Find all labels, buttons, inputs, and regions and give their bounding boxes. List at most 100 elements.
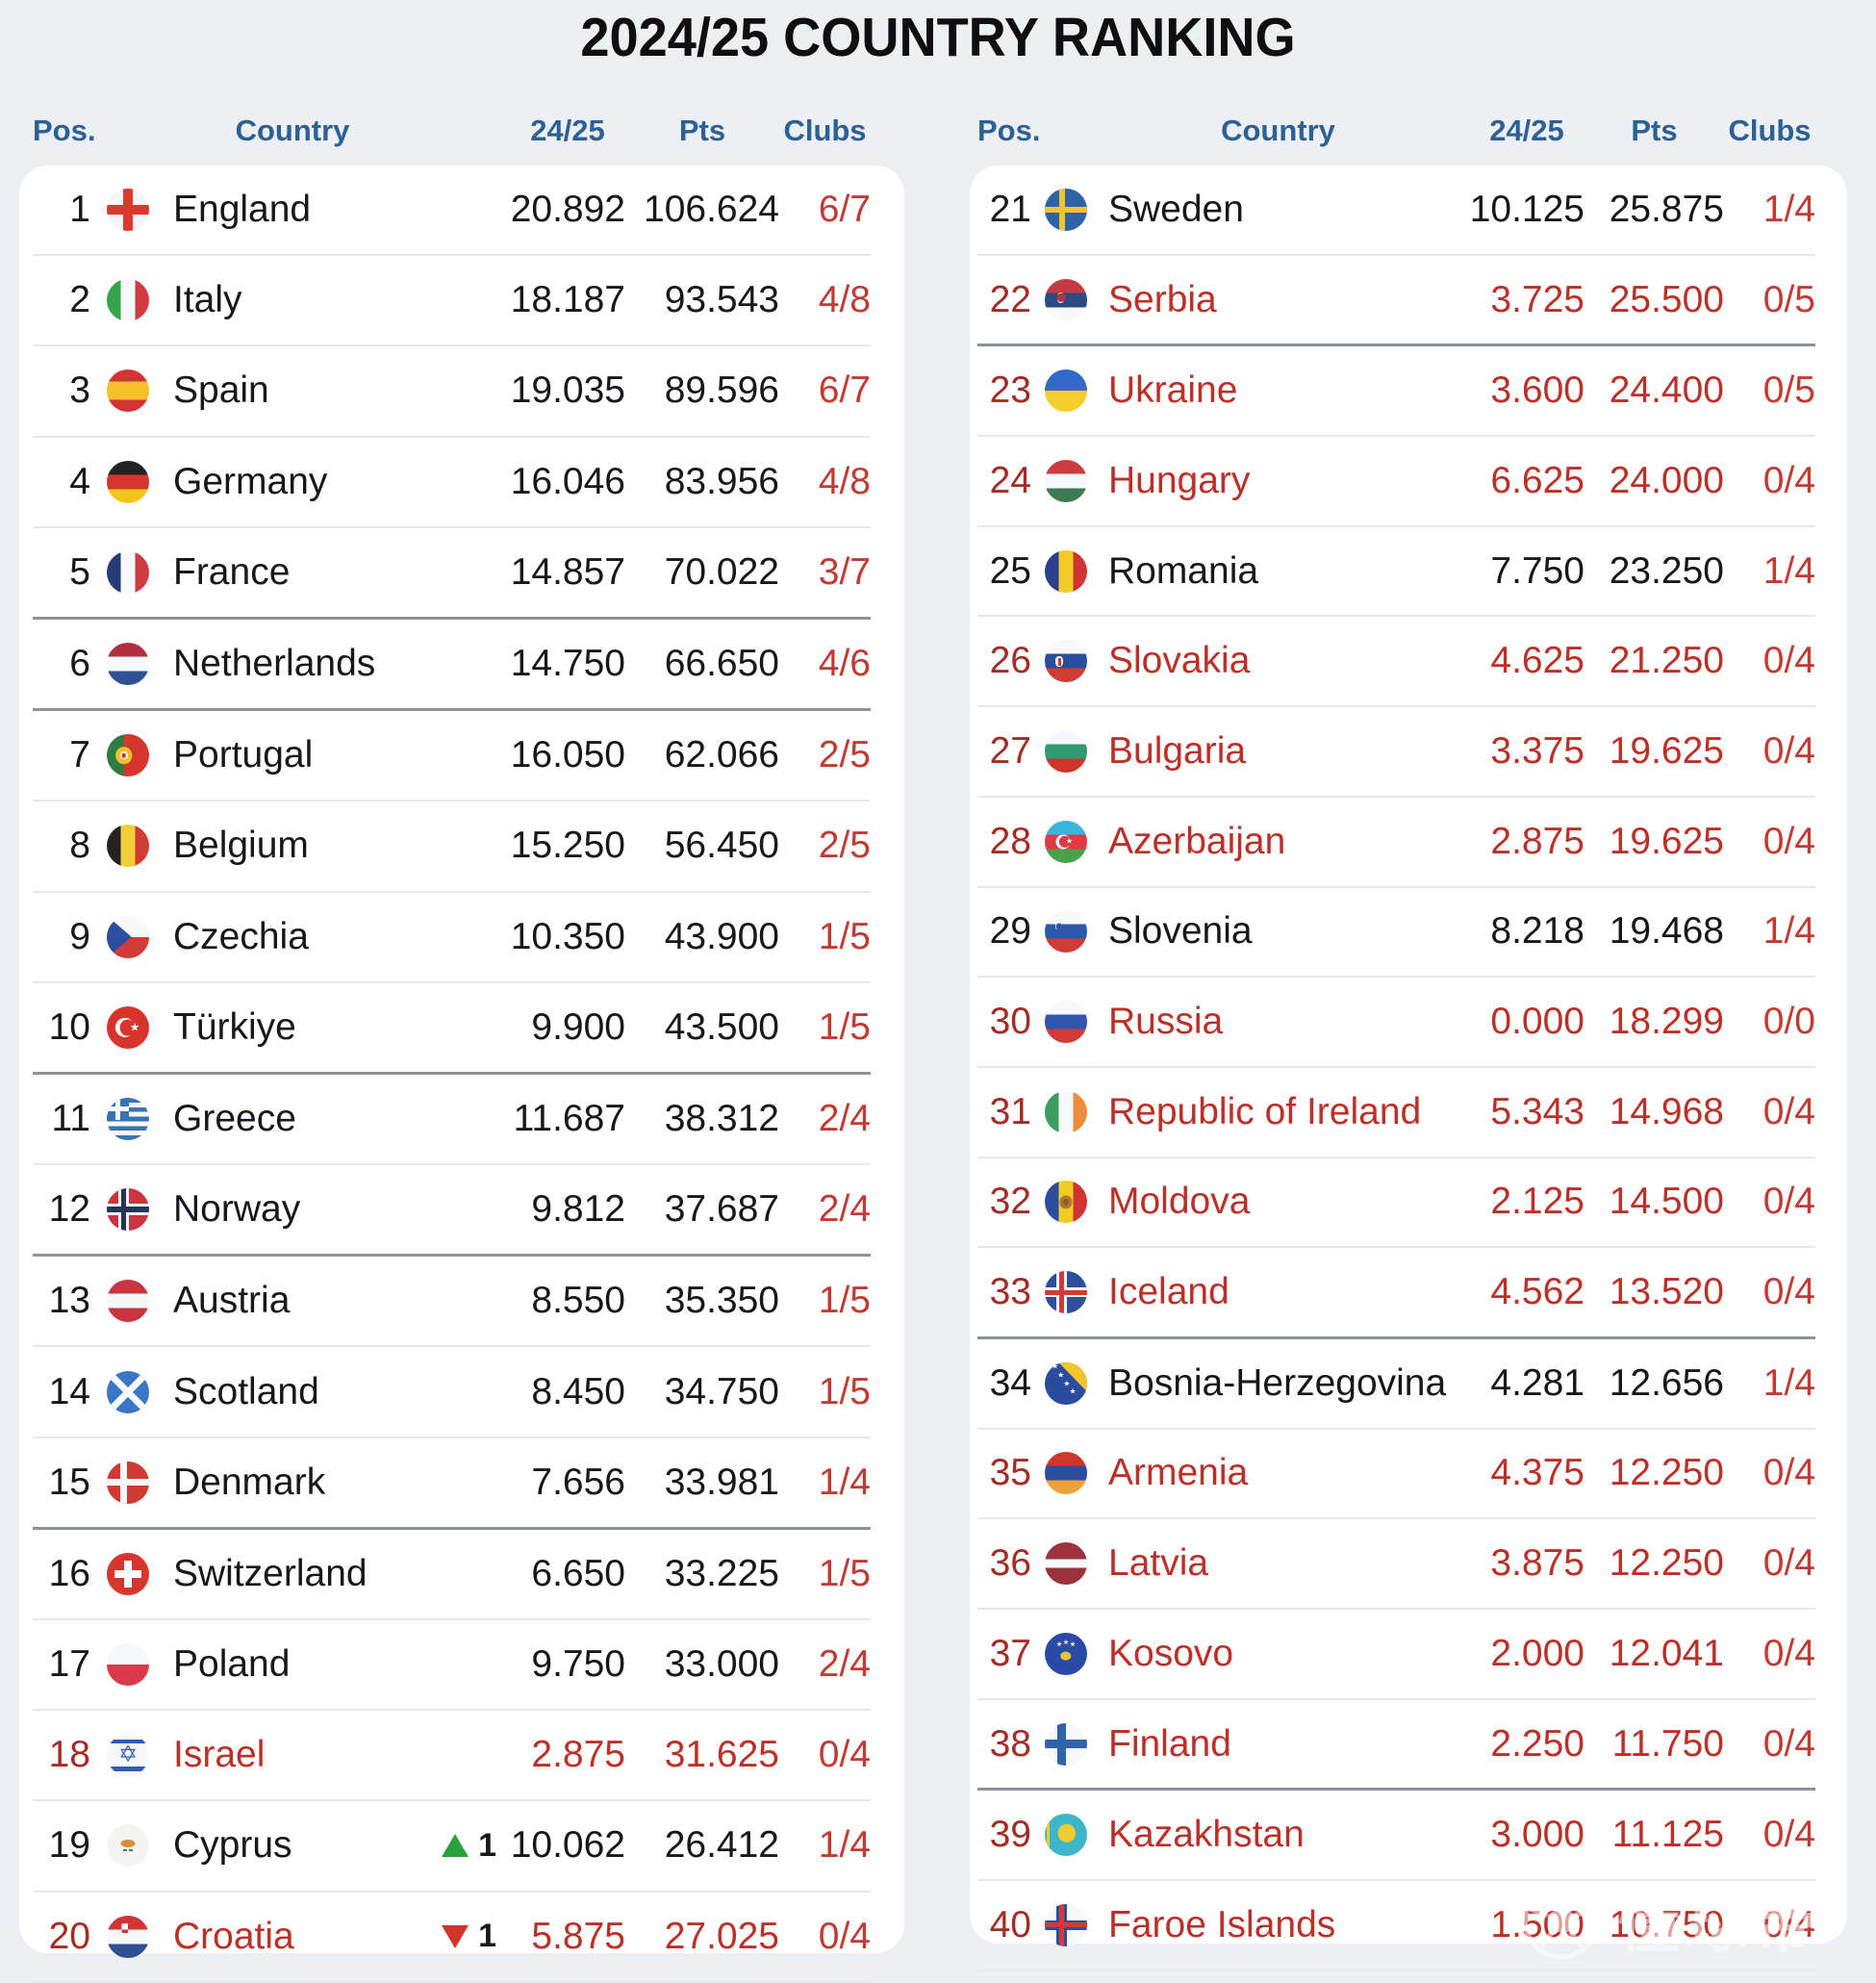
total-points: 34.750	[664, 1370, 779, 1412]
clubs-count: 0/4	[1762, 820, 1815, 862]
season-points: 2.000	[1490, 1632, 1584, 1674]
flag-poland-icon	[107, 1643, 149, 1687]
total-points: 26.412	[664, 1824, 779, 1867]
table-header-right: Pos. Country 24/25 Pts Clubs	[970, 96, 1847, 165]
flag-bulgaria-icon	[1045, 729, 1087, 773]
flag-cell	[1035, 640, 1097, 683]
total-points: 70.022	[664, 550, 779, 593]
country-name: Belgium	[173, 825, 309, 867]
total-points: 89.596	[664, 369, 779, 412]
flag-germany-icon	[107, 460, 149, 503]
country-name: Scotland	[173, 1370, 319, 1412]
ranking-row: 31 Republic of Ireland 5.343 14.968 0/4	[977, 1068, 1815, 1158]
rank-position: 13	[48, 1280, 90, 1322]
column-header-pts: Pts	[678, 114, 726, 147]
season-points: 3.600	[1490, 369, 1584, 412]
country-name: Czechia	[173, 915, 309, 957]
total-points: 24.000	[1609, 459, 1724, 501]
flag-sweden-icon	[1045, 188, 1087, 231]
season-points: 0.000	[1490, 1001, 1584, 1043]
flag-spain-icon	[107, 369, 149, 413]
clubs-count: 0/4	[1762, 459, 1815, 501]
clubs-count: 0/4	[1762, 1722, 1815, 1765]
ranking-row: 9 Czechia 10.350 43.900 1/5	[33, 893, 871, 983]
flag-croatia-icon	[107, 1915, 149, 1958]
rank-position: 5	[69, 550, 90, 593]
flag-cell	[94, 1915, 162, 1958]
ranking-row: 5 France 14.857 70.022 3/7	[33, 528, 871, 620]
season-points: 2.125	[1490, 1181, 1584, 1223]
column-header-clubs: Clubs	[783, 114, 867, 147]
flag-cell	[94, 1461, 162, 1504]
flag-finland-icon	[1045, 1722, 1087, 1766]
clubs-count: 0/4	[1762, 1090, 1815, 1132]
country-name: Cyprus	[173, 1824, 292, 1867]
clubs-count: 2/5	[818, 825, 871, 867]
rank-position: 28	[989, 820, 1031, 862]
country-name: Hungary	[1108, 459, 1251, 501]
rank-position: 27	[989, 729, 1031, 772]
flag-moldova-icon	[1045, 1181, 1087, 1224]
clubs-count: 3/7	[818, 550, 871, 593]
country-name: Iceland	[1108, 1271, 1230, 1313]
ranking-row: 36 Latvia 3.875 12.250 0/4	[977, 1519, 1815, 1610]
flag-cell	[94, 1188, 162, 1232]
clubs-count: 1/4	[1762, 188, 1815, 230]
clubs-count: 1/5	[818, 915, 871, 957]
clubs-count: 0/4	[1762, 1181, 1815, 1223]
season-points: 16.046	[510, 460, 625, 502]
season-points: 3.875	[1490, 1542, 1584, 1585]
rank-position: 19	[48, 1824, 90, 1867]
total-points: 43.500	[664, 1005, 779, 1048]
ranking-row: 24 Hungary 6.625 24.000 0/4	[977, 437, 1815, 527]
season-points: 14.857	[510, 550, 625, 593]
flag-cell	[94, 189, 162, 232]
flag-france-icon	[107, 550, 149, 594]
flag-faroe-islands-icon	[1045, 1903, 1087, 1946]
total-points: 11.750	[1611, 1722, 1724, 1765]
column-header-season: 24/25	[530, 114, 605, 147]
country-name: France	[173, 550, 291, 593]
country-name: Norway	[173, 1188, 301, 1231]
season-points: 4.281	[1490, 1361, 1584, 1404]
season-points: 8.550	[531, 1280, 625, 1322]
season-points: 8.218	[1490, 910, 1584, 953]
total-points: 14.500	[1609, 1181, 1724, 1223]
country-name: Finland	[1108, 1722, 1231, 1765]
season-points: 19.035	[510, 369, 625, 412]
clubs-count: 1/5	[818, 1552, 871, 1594]
season-points: 9.812	[531, 1188, 625, 1231]
flag-t-rkiye-icon: ★	[107, 1005, 149, 1049]
clubs-count: 1/4	[1762, 1361, 1815, 1404]
flag-cell: ★ ★ ★ ★	[1035, 1361, 1097, 1405]
total-points: 10.750	[1609, 1903, 1724, 1945]
rank-position: 11	[51, 1097, 91, 1139]
total-points: 62.066	[664, 734, 779, 776]
ranking-row: 33 Iceland 4.562 13.520 0/4	[977, 1248, 1815, 1339]
country-name: Republic of Ireland	[1108, 1090, 1422, 1132]
ranking-row: 38 Finland 2.250 11.750 0/4	[977, 1700, 1815, 1792]
country-name: Slovenia	[1108, 910, 1253, 953]
flag-cell	[1035, 1542, 1097, 1586]
ranking-row: 19 Cyprus 1 10.062 26.412 1/4	[33, 1801, 871, 1893]
clubs-count: 0/4	[1762, 1814, 1815, 1856]
ranking-row: 27 Bulgaria 3.375 19.625 0/4	[977, 707, 1815, 798]
column-header-pts: Pts	[1631, 114, 1678, 147]
column-header-clubs: Clubs	[1728, 114, 1812, 147]
rank-position: 20	[48, 1915, 90, 1957]
season-points: 2.875	[1490, 820, 1584, 862]
ranking-row: 3 Spain 19.035 89.596 6/7	[33, 346, 871, 438]
rank-position: 26	[989, 640, 1031, 682]
flag-armenia-icon	[1045, 1452, 1087, 1495]
flag-cell	[1035, 1090, 1097, 1133]
flag-latvia-icon	[1045, 1542, 1087, 1586]
ranking-row: 35 Armenia 4.375 12.250 0/4	[977, 1430, 1815, 1520]
ranking-row: 16 Switzerland 6.650 33.225 1/5	[33, 1530, 871, 1620]
country-name: Bulgaria	[1108, 729, 1247, 772]
rank-position: 16	[48, 1552, 90, 1594]
season-points: 7.750	[1490, 549, 1584, 592]
clubs-count: 1/4	[818, 1824, 871, 1867]
ranking-row: 22 Serbia 3.725 25.500 0/5	[977, 256, 1815, 347]
column-header-pos: Pos.	[33, 114, 96, 147]
column-header-country: Country	[1221, 114, 1335, 147]
